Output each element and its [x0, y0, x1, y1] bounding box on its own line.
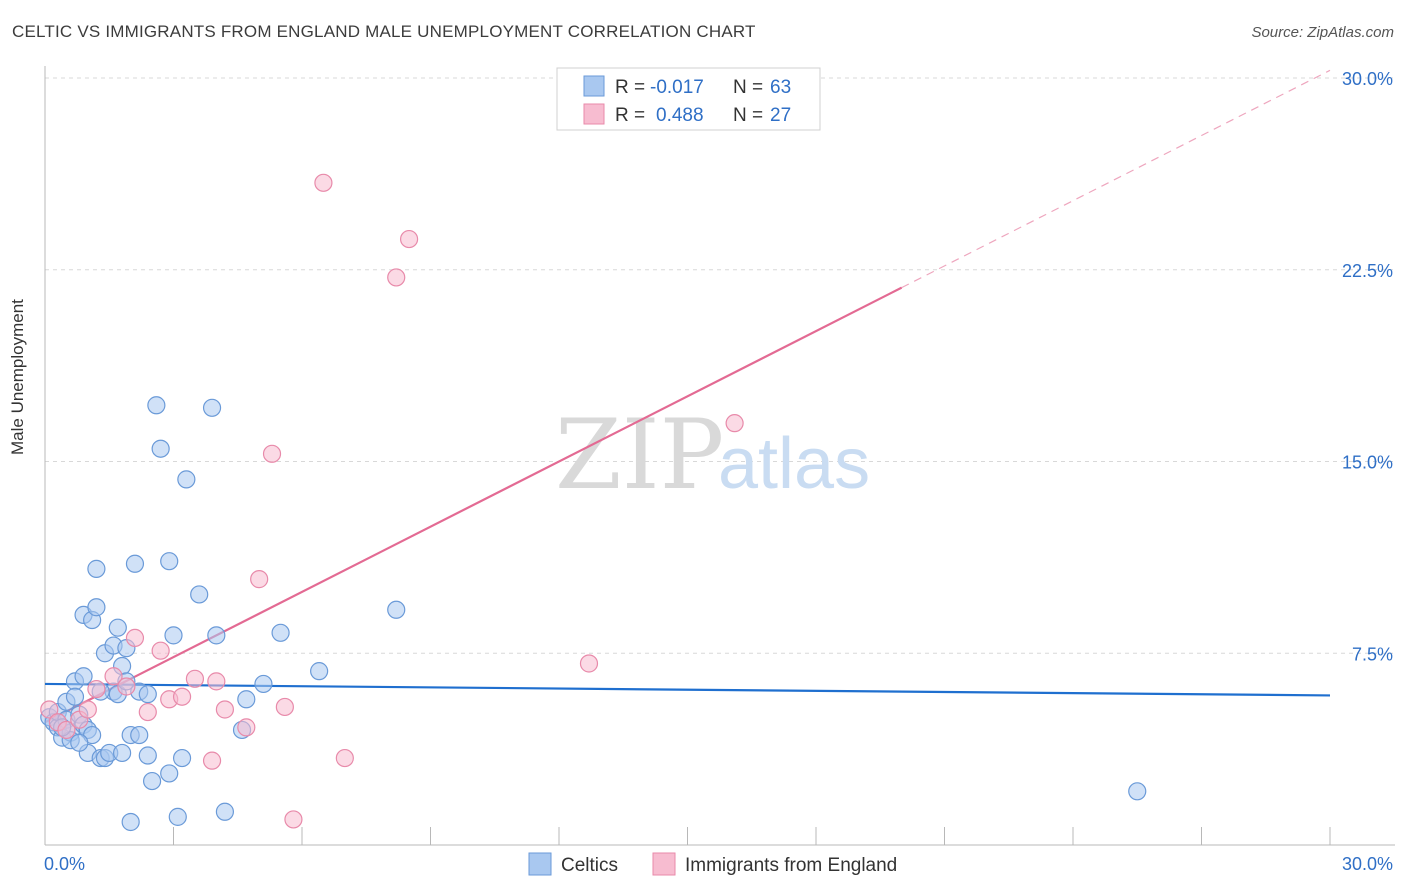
celtics-point [172, 748, 192, 768]
legend-label-celtics: Celtics [561, 855, 618, 876]
stats-r-value-england: 0.488 [656, 105, 704, 126]
stats-r-label-england: R = [615, 105, 645, 126]
england-point [335, 748, 354, 768]
watermark-zip: ZIP [555, 399, 724, 511]
england-point [284, 810, 303, 829]
celtics-point [74, 667, 93, 686]
england-point [117, 677, 136, 696]
england-point [262, 444, 282, 463]
celtics-point [130, 725, 149, 745]
celtics-point [87, 559, 106, 578]
celtics-point [177, 470, 196, 489]
watermark: ZIP atlas [555, 399, 870, 511]
legend-swatch-england [652, 852, 676, 876]
stats-swatch-celtics [583, 75, 605, 97]
celtics-point [1128, 782, 1147, 801]
england-point [275, 697, 294, 717]
england-point [725, 414, 744, 433]
y-tick-label: 22.5% [1342, 261, 1393, 281]
x-tick-label: 0.0% [44, 854, 85, 874]
england-point [250, 570, 269, 589]
celtics-point [254, 674, 273, 694]
celtics-point [202, 398, 222, 417]
england-trend-line [44, 286, 903, 724]
celtics-point [65, 687, 85, 706]
england-trend-extension [901, 69, 1331, 289]
celtics-point [190, 585, 209, 604]
x-tick-label: 30.0% [1342, 854, 1393, 874]
celtics-point [160, 552, 179, 571]
stats-r-value-celtics: -0.017 [650, 77, 704, 98]
series-legend: Celtics Immigrants from England [528, 852, 897, 876]
trend-lines [44, 69, 1331, 724]
celtics-point [387, 600, 406, 619]
england-point [87, 679, 106, 699]
celtics-point [160, 764, 179, 783]
england-point [579, 654, 599, 673]
celtics-point [164, 626, 183, 645]
england-point [138, 702, 157, 722]
source-label: Source: ZipAtlas.com [1251, 24, 1394, 41]
england-point [125, 628, 145, 648]
celtics-point [142, 771, 162, 791]
y-tick-label: 30.0% [1342, 69, 1393, 89]
celtics-point [125, 554, 145, 573]
celtics-point [237, 690, 256, 709]
england-point [237, 718, 256, 737]
celtics-point [215, 802, 234, 821]
gridlines [45, 77, 1395, 654]
england-point [104, 667, 123, 686]
england-point [57, 720, 76, 740]
chart-title: CELTIC VS IMMIGRANTS FROM ENGLAND MALE U… [12, 22, 756, 41]
celtics-point [310, 662, 329, 681]
celtics-point [151, 439, 170, 458]
england-point [185, 669, 205, 688]
stats-n-label-england: N = [733, 105, 763, 126]
celtics-point [112, 743, 132, 763]
celtics-point [108, 618, 127, 637]
celtics-point [207, 626, 226, 645]
england-point [40, 700, 59, 719]
england-point [215, 700, 234, 719]
england-point [314, 173, 333, 192]
england-point [387, 268, 406, 287]
celtics-point [147, 396, 166, 415]
celtics-point [121, 812, 140, 832]
stats-r-label-celtics: R = [615, 77, 645, 98]
england-point [202, 751, 222, 770]
x-tick-labels: 0.0% 30.0% [44, 854, 1393, 874]
celtics-point [138, 685, 157, 704]
england-point [172, 687, 192, 706]
celtics-point [271, 623, 290, 642]
england-point [399, 229, 419, 249]
legend-swatch-celtics [528, 852, 552, 876]
stats-swatch-england [583, 103, 605, 125]
stats-n-label-celtics: N = [733, 77, 763, 98]
y-tick-label: 7.5% [1352, 644, 1393, 664]
england-point [207, 672, 226, 691]
celtics-point [87, 598, 106, 617]
england-point [151, 641, 170, 660]
y-tick-labels: 7.5% 15.0% 22.5% 30.0% [1342, 69, 1393, 664]
stats-n-value-celtics: 63 [770, 77, 791, 98]
celtics-point [168, 807, 187, 826]
watermark-atlas: atlas [718, 424, 870, 504]
celtics-point [70, 733, 89, 752]
stats-n-value-england: 27 [770, 105, 791, 126]
england-point [78, 700, 97, 719]
stats-legend: R = -0.017 N = 63 R = 0.488 N = 27 [556, 67, 821, 131]
data-points [40, 173, 1147, 832]
legend-label-england: Immigrants from England [685, 855, 897, 876]
y-tick-label: 15.0% [1342, 453, 1393, 473]
celtics-trend-line [44, 682, 1331, 697]
celtics-point [138, 746, 157, 765]
